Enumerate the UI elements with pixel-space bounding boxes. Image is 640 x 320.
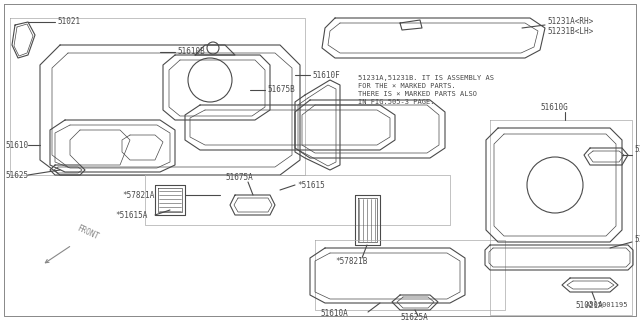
Text: 51675C: 51675C [634, 146, 640, 155]
Text: 51610B: 51610B [177, 47, 205, 57]
Text: 51675B: 51675B [267, 85, 295, 94]
Text: 51021A: 51021A [575, 300, 603, 309]
Text: *51615A: *51615A [115, 211, 147, 220]
Text: 51610F: 51610F [312, 70, 340, 79]
Text: 51610G: 51610G [540, 103, 568, 113]
Text: 51231A,51231B. IT IS ASSEMBLY AS
FOR THE × MARKED PARTS.
THERE IS × MARKED PARTS: 51231A,51231B. IT IS ASSEMBLY AS FOR THE… [358, 75, 494, 105]
Text: 51625: 51625 [5, 171, 28, 180]
Text: *57821A: *57821A [123, 190, 155, 199]
Text: A505001195: A505001195 [586, 302, 628, 308]
Text: FRONT: FRONT [75, 224, 100, 242]
Text: 51231A<RH>: 51231A<RH> [547, 17, 593, 26]
Text: 51625A: 51625A [400, 314, 428, 320]
Text: 51610: 51610 [5, 140, 28, 149]
Text: 51610A: 51610A [320, 309, 348, 318]
Text: 51675A: 51675A [225, 173, 253, 182]
Text: 51021: 51021 [57, 18, 80, 27]
Text: *51615: *51615 [297, 180, 324, 189]
Text: 51610C: 51610C [634, 236, 640, 244]
Text: 51231B<LH>: 51231B<LH> [547, 28, 593, 36]
Text: *57821B: *57821B [335, 258, 367, 267]
